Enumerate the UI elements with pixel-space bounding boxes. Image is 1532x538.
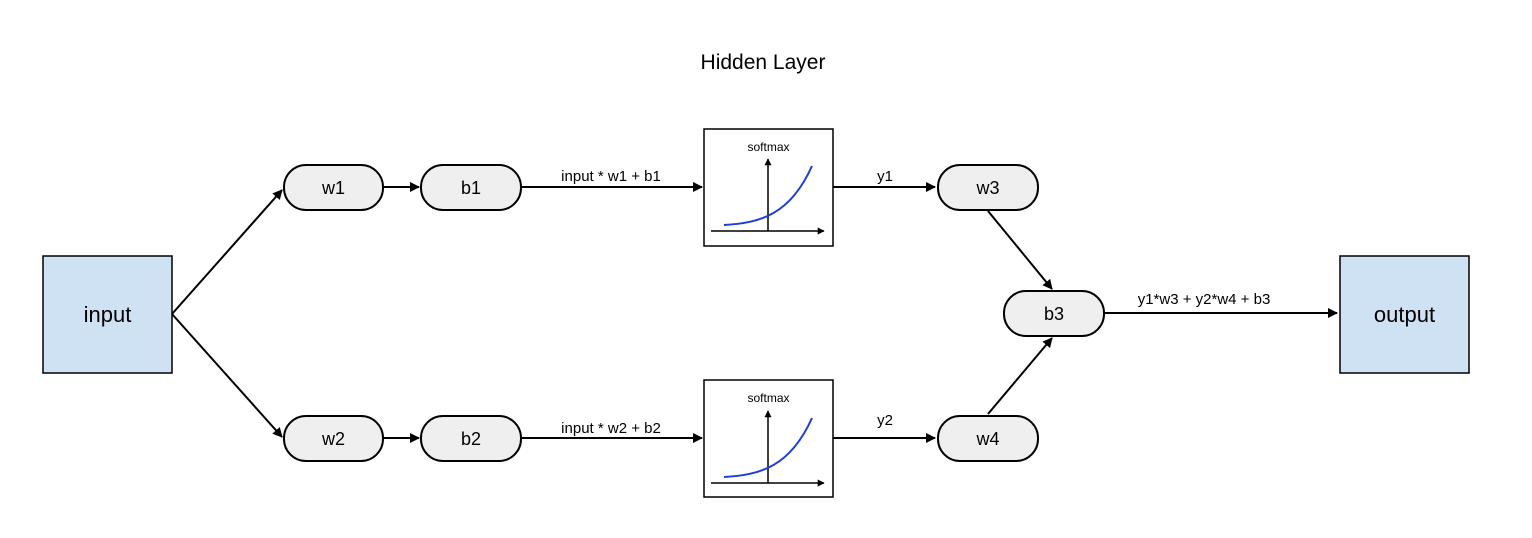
edge-input-w1 — [171, 189, 283, 315]
softmax-label-top: softmax — [747, 140, 789, 154]
edge-label-y1: y1 — [877, 168, 893, 185]
w1-label: w1 — [321, 178, 345, 198]
edge-input-w2 — [171, 313, 283, 438]
weight-node-w3: w3 — [937, 164, 1039, 211]
output-node: output — [1339, 255, 1470, 374]
bias-node-b1: b1 — [420, 164, 522, 211]
input-node: input — [42, 255, 173, 374]
edge-label-y2: y2 — [877, 412, 893, 429]
softmax-curve-icon — [711, 410, 825, 487]
b3-label: b3 — [1044, 304, 1064, 324]
b2-label: b2 — [461, 429, 481, 449]
bias-node-b3: b3 — [1003, 290, 1105, 337]
softmax-box-bottom: softmax — [703, 379, 834, 498]
softmax-box-top: softmax — [703, 128, 834, 247]
weight-node-w2: w2 — [283, 415, 384, 462]
weight-node-w1: w1 — [283, 164, 384, 211]
edge-w4-b3 — [987, 337, 1053, 415]
w4-label: w4 — [975, 429, 999, 449]
w3-label: w3 — [975, 178, 999, 198]
softmax-label-bottom: softmax — [747, 391, 789, 405]
edge-label-b1-softmax: input * w1 + b1 — [561, 168, 661, 185]
b1-label: b1 — [461, 178, 481, 198]
softmax-curve-icon — [711, 158, 825, 235]
weight-node-w4: w4 — [937, 415, 1039, 462]
input-node-label: input — [84, 302, 132, 327]
w2-label: w2 — [321, 429, 345, 449]
bias-node-b2: b2 — [420, 415, 522, 462]
edges — [171, 182, 1338, 443]
output-node-label: output — [1374, 302, 1435, 327]
edge-w3-b3 — [987, 210, 1053, 290]
edge-label-output-formula: y1*w3 + y2*w4 + b3 — [1138, 291, 1271, 308]
edge-label-b2-softmax: input * w2 + b2 — [561, 420, 661, 437]
diagram-title: Hidden Layer — [701, 51, 826, 74]
